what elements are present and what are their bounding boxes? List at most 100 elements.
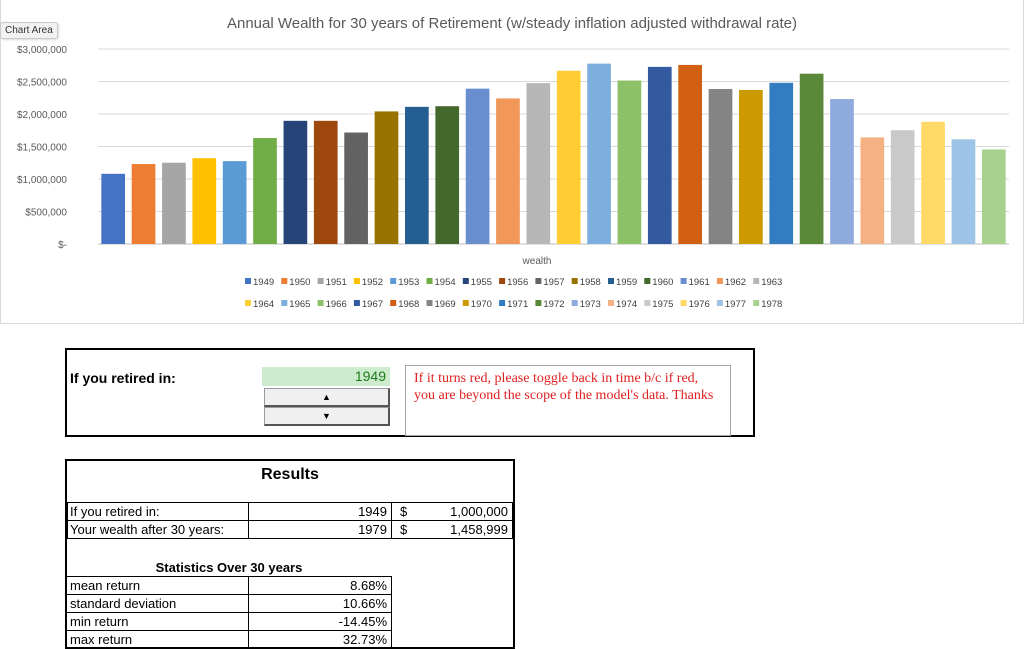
retirement-year-panel: If you retired in: 1949 ▲ ▼ If it turns … bbox=[65, 348, 755, 437]
legend-label-1976: 1976 bbox=[689, 299, 710, 310]
grid-line bbox=[67, 538, 513, 539]
legend-label-1950: 1950 bbox=[289, 277, 310, 288]
bar-1956 bbox=[313, 120, 338, 244]
grid-line bbox=[391, 502, 392, 539]
bar-1950 bbox=[131, 164, 156, 244]
result-row-label: Your wealth after 30 years: bbox=[70, 522, 225, 537]
bar-1976 bbox=[921, 121, 945, 244]
legend-swatch-1949 bbox=[245, 278, 251, 284]
spin-down-button[interactable]: ▼ bbox=[264, 407, 390, 426]
grid-line bbox=[391, 576, 392, 648]
bar-1962 bbox=[496, 98, 520, 245]
x-axis-label: wealth bbox=[522, 256, 552, 267]
legend-label-1973: 1973 bbox=[580, 299, 601, 310]
legend-label-1971: 1971 bbox=[507, 299, 528, 310]
legend-swatch-1955 bbox=[462, 278, 469, 284]
grid-line bbox=[67, 576, 392, 577]
legend-swatch-1962 bbox=[716, 278, 723, 284]
legend-swatch-1960 bbox=[644, 278, 651, 284]
stat-label: standard deviation bbox=[70, 596, 177, 611]
legend-swatch-1968 bbox=[390, 300, 397, 306]
grid-line bbox=[512, 502, 513, 539]
bar-1960 bbox=[435, 106, 460, 244]
stat-label: min return bbox=[70, 614, 129, 629]
legend-swatch-1952 bbox=[353, 278, 360, 284]
legend-label-1949: 1949 bbox=[253, 277, 274, 288]
results-table: Results If you retired in: 1949 $ 1,000,… bbox=[65, 459, 515, 649]
y-tick-label: $3,000,000 bbox=[17, 45, 67, 56]
bar-1951 bbox=[162, 162, 186, 244]
statistics-title: Statistics Over 30 years bbox=[155, 560, 303, 575]
stat-value: 10.66% bbox=[342, 596, 387, 611]
legend-swatch-1950 bbox=[281, 278, 288, 284]
result-row-year: 1979 bbox=[358, 522, 387, 537]
result-row-amount: 1,000,000 bbox=[450, 504, 508, 519]
bar-1954 bbox=[253, 138, 277, 244]
legend-swatch-1976 bbox=[680, 300, 687, 306]
bar-1955 bbox=[283, 120, 308, 244]
bar-1953 bbox=[222, 161, 247, 244]
y-tick-label: $500,000 bbox=[25, 208, 67, 219]
legend-swatch-1969 bbox=[426, 300, 433, 306]
grid-line bbox=[67, 630, 392, 631]
legend-swatch-1973 bbox=[571, 300, 578, 306]
stat-value: 8.68% bbox=[350, 578, 387, 593]
legend-swatch-1961 bbox=[680, 278, 687, 284]
result-row-year: 1949 bbox=[358, 504, 387, 519]
legend-label-1967: 1967 bbox=[362, 299, 383, 310]
legend-label-1961: 1961 bbox=[689, 277, 710, 288]
legend-swatch-1967 bbox=[353, 300, 360, 306]
bar-1969 bbox=[708, 88, 733, 244]
stat-label: mean return bbox=[70, 578, 141, 593]
legend-label-1956: 1956 bbox=[507, 277, 528, 288]
retired-in-label: If you retired in: bbox=[70, 370, 176, 386]
legend-swatch-1954 bbox=[426, 278, 433, 284]
warning-note[interactable]: If it turns red, please toggle back in t… bbox=[405, 365, 731, 436]
y-tick-label: $- bbox=[58, 240, 67, 251]
legend-label-1953: 1953 bbox=[398, 277, 419, 288]
result-row-label: If you retired in: bbox=[70, 504, 160, 519]
grid-line bbox=[248, 576, 249, 648]
result-row-amount: 1,458,999 bbox=[450, 522, 508, 537]
bar-1949 bbox=[101, 173, 126, 244]
spin-up-button[interactable]: ▲ bbox=[264, 388, 390, 407]
bar-1957 bbox=[344, 132, 368, 244]
legend-swatch-1956 bbox=[499, 278, 506, 284]
legend-swatch-1957 bbox=[535, 278, 542, 284]
bar-chart: Annual Wealth for 30 years of Retirement… bbox=[17, 15, 1009, 310]
legend-swatch-1971 bbox=[499, 300, 506, 306]
legend-swatch-1958 bbox=[571, 278, 578, 284]
grid-line bbox=[248, 502, 249, 539]
legend-label-1963: 1963 bbox=[761, 277, 782, 288]
legend-label-1951: 1951 bbox=[326, 277, 347, 288]
result-row-currency: $ bbox=[400, 522, 408, 537]
legend-label-1972: 1972 bbox=[543, 299, 564, 310]
bar-1967 bbox=[647, 66, 672, 244]
bar-1966 bbox=[617, 80, 642, 245]
stat-label: max return bbox=[70, 632, 133, 647]
bar-1975 bbox=[890, 130, 915, 244]
legend-label-1970: 1970 bbox=[471, 299, 492, 310]
legend-label-1955: 1955 bbox=[471, 277, 492, 288]
bar-1963 bbox=[526, 83, 551, 244]
year-input-cell[interactable]: 1949 bbox=[262, 367, 390, 386]
legend-swatch-1975 bbox=[644, 300, 651, 306]
bar-1970 bbox=[739, 89, 763, 244]
chart-area-tooltip: Chart Area bbox=[0, 22, 58, 39]
legend-swatch-1965 bbox=[281, 300, 288, 306]
legend-label-1954: 1954 bbox=[435, 277, 456, 288]
bar-1974 bbox=[860, 137, 885, 244]
legend-swatch-1978 bbox=[753, 300, 760, 306]
bar-1958 bbox=[374, 111, 399, 245]
grid-line bbox=[67, 594, 392, 595]
legend-swatch-1966 bbox=[317, 300, 324, 306]
bar-1972 bbox=[799, 73, 824, 244]
stat-value: -14.45% bbox=[338, 614, 387, 629]
chart-container[interactable]: Annual Wealth for 30 years of Retirement… bbox=[0, 0, 1024, 324]
legend-label-1952: 1952 bbox=[362, 277, 383, 288]
legend-label-1962: 1962 bbox=[725, 277, 746, 288]
legend-label-1960: 1960 bbox=[652, 277, 673, 288]
y-tick-label: $2,500,000 bbox=[17, 78, 67, 89]
arrow-down-icon: ▼ bbox=[322, 411, 331, 421]
y-tick-label: $2,000,000 bbox=[17, 110, 67, 121]
